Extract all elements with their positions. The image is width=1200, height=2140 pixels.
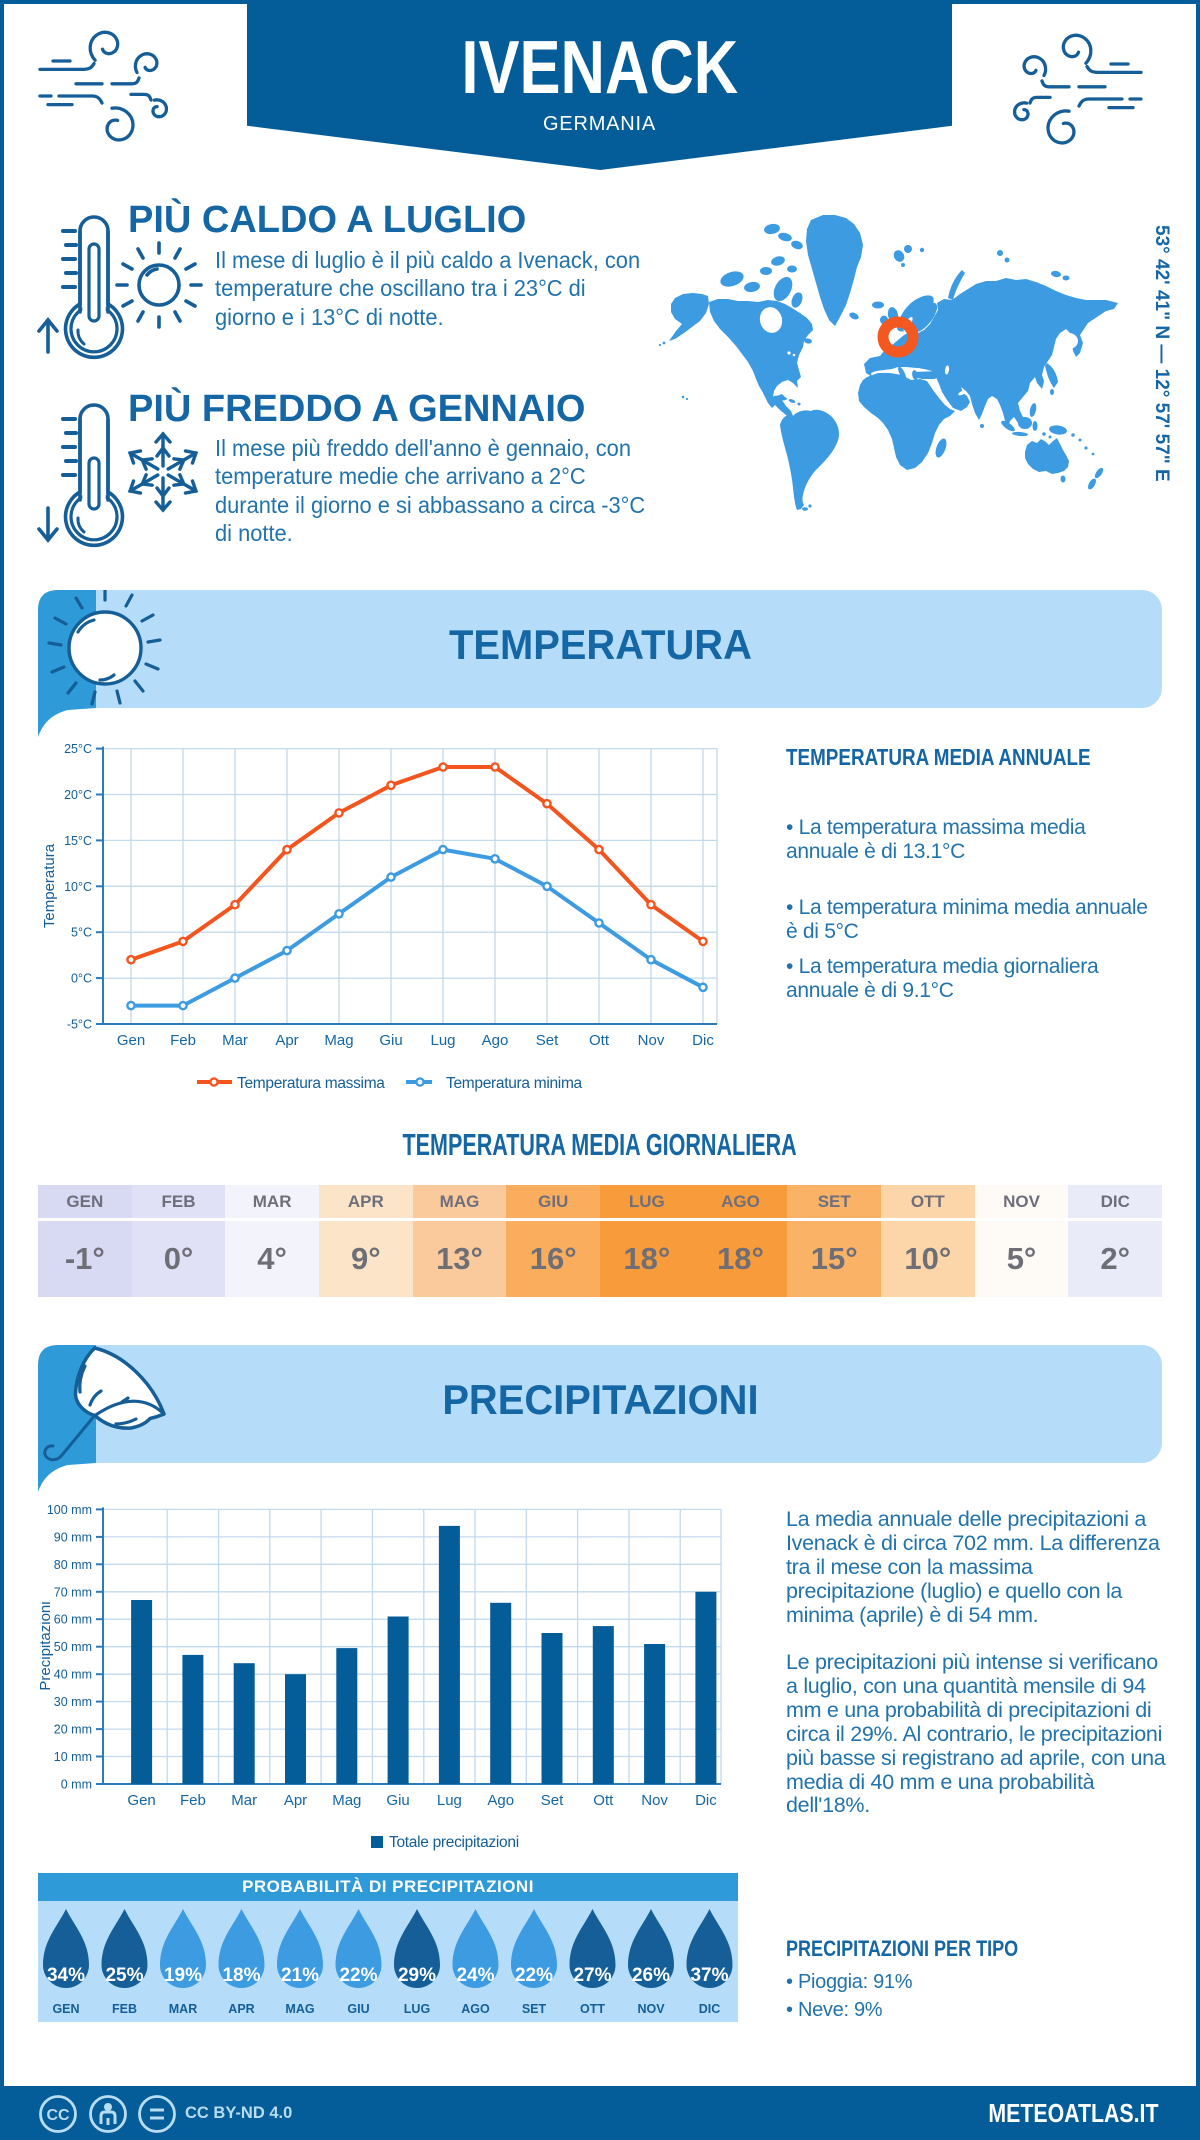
svg-text:18%: 18% bbox=[222, 1965, 260, 1986]
svg-text:Nov: Nov bbox=[638, 1032, 665, 1049]
svg-text:Dic: Dic bbox=[692, 1032, 714, 1049]
svg-text:22%: 22% bbox=[515, 1965, 553, 1986]
svg-text:GEN: GEN bbox=[52, 2002, 79, 2016]
svg-text:Temperatura: Temperatura bbox=[41, 843, 58, 928]
svg-text:70 mm: 70 mm bbox=[54, 1585, 92, 1599]
svg-text:29%: 29% bbox=[398, 1965, 436, 1986]
svg-text:10 mm: 10 mm bbox=[54, 1750, 92, 1764]
svg-text:Nov: Nov bbox=[641, 1792, 668, 1809]
svg-text:Set: Set bbox=[536, 1032, 559, 1049]
svg-text:MAR: MAR bbox=[169, 2002, 197, 2016]
svg-text:Lug: Lug bbox=[437, 1792, 462, 1809]
svg-text:DIC: DIC bbox=[699, 2002, 721, 2016]
svg-text:Dic: Dic bbox=[695, 1792, 717, 1809]
svg-text:50 mm: 50 mm bbox=[54, 1640, 92, 1654]
svg-text:LUG: LUG bbox=[404, 2002, 430, 2016]
svg-text:Gen: Gen bbox=[117, 1032, 145, 1049]
svg-text:40 mm: 40 mm bbox=[54, 1668, 92, 1682]
svg-text:Set: Set bbox=[541, 1792, 564, 1809]
svg-text:SET: SET bbox=[522, 2002, 547, 2016]
svg-text:5°C: 5°C bbox=[71, 926, 92, 940]
svg-text:NOV: NOV bbox=[637, 2002, 665, 2016]
svg-text:Giu: Giu bbox=[379, 1032, 402, 1049]
svg-text:25°C: 25°C bbox=[64, 742, 92, 756]
svg-text:21%: 21% bbox=[281, 1965, 319, 1986]
svg-text:Giu: Giu bbox=[386, 1792, 409, 1809]
svg-text:AGO: AGO bbox=[461, 2002, 490, 2016]
svg-text:15°C: 15°C bbox=[64, 834, 92, 848]
svg-text:20°C: 20°C bbox=[64, 788, 92, 802]
svg-text:Totale precipitazioni: Totale precipitazioni bbox=[389, 1834, 519, 1851]
svg-text:CC: CC bbox=[46, 2107, 70, 2124]
svg-text:Mag: Mag bbox=[332, 1792, 361, 1809]
svg-text:OTT: OTT bbox=[580, 2002, 605, 2016]
svg-text:APR: APR bbox=[228, 2002, 254, 2016]
svg-text:0°C: 0°C bbox=[71, 972, 92, 986]
svg-text:GIU: GIU bbox=[347, 2002, 369, 2016]
svg-text:27%: 27% bbox=[573, 1965, 611, 1986]
svg-text:Gen: Gen bbox=[127, 1792, 155, 1809]
svg-text:Mag: Mag bbox=[324, 1032, 353, 1049]
svg-text:0 mm: 0 mm bbox=[61, 1778, 92, 1792]
svg-text:37%: 37% bbox=[690, 1965, 728, 1986]
svg-text:Mar: Mar bbox=[231, 1792, 257, 1809]
svg-text:Mar: Mar bbox=[222, 1032, 248, 1049]
svg-text:Ago: Ago bbox=[482, 1032, 509, 1049]
svg-text:-5°C: -5°C bbox=[67, 1018, 92, 1032]
svg-text:Feb: Feb bbox=[170, 1032, 196, 1049]
svg-text:Ago: Ago bbox=[487, 1792, 514, 1809]
svg-text:Ott: Ott bbox=[593, 1792, 614, 1809]
svg-text:Ott: Ott bbox=[589, 1032, 610, 1049]
svg-text:Apr: Apr bbox=[275, 1032, 298, 1049]
svg-text:MAG: MAG bbox=[285, 2002, 314, 2016]
svg-text:Temperatura minima: Temperatura minima bbox=[446, 1075, 583, 1092]
svg-text:FEB: FEB bbox=[112, 2002, 137, 2016]
svg-text:60 mm: 60 mm bbox=[54, 1613, 92, 1627]
svg-text:19%: 19% bbox=[164, 1965, 202, 1986]
svg-text:Temperatura massima: Temperatura massima bbox=[237, 1075, 385, 1092]
svg-text:10°C: 10°C bbox=[64, 880, 92, 894]
svg-text:80 mm: 80 mm bbox=[54, 1558, 92, 1572]
svg-text:Feb: Feb bbox=[180, 1792, 206, 1809]
svg-text:25%: 25% bbox=[105, 1965, 143, 1986]
svg-text:90 mm: 90 mm bbox=[54, 1530, 92, 1544]
svg-text:30 mm: 30 mm bbox=[54, 1695, 92, 1709]
svg-text:Lug: Lug bbox=[430, 1032, 455, 1049]
svg-text:26%: 26% bbox=[632, 1965, 670, 1986]
svg-text:22%: 22% bbox=[339, 1965, 377, 1986]
svg-text:100 mm: 100 mm bbox=[47, 1503, 92, 1517]
svg-text:34%: 34% bbox=[47, 1965, 85, 1986]
svg-text:24%: 24% bbox=[456, 1965, 494, 1986]
svg-text:Precipitazioni: Precipitazioni bbox=[40, 1601, 54, 1690]
svg-text:20 mm: 20 mm bbox=[54, 1723, 92, 1737]
svg-text:Apr: Apr bbox=[284, 1792, 307, 1809]
